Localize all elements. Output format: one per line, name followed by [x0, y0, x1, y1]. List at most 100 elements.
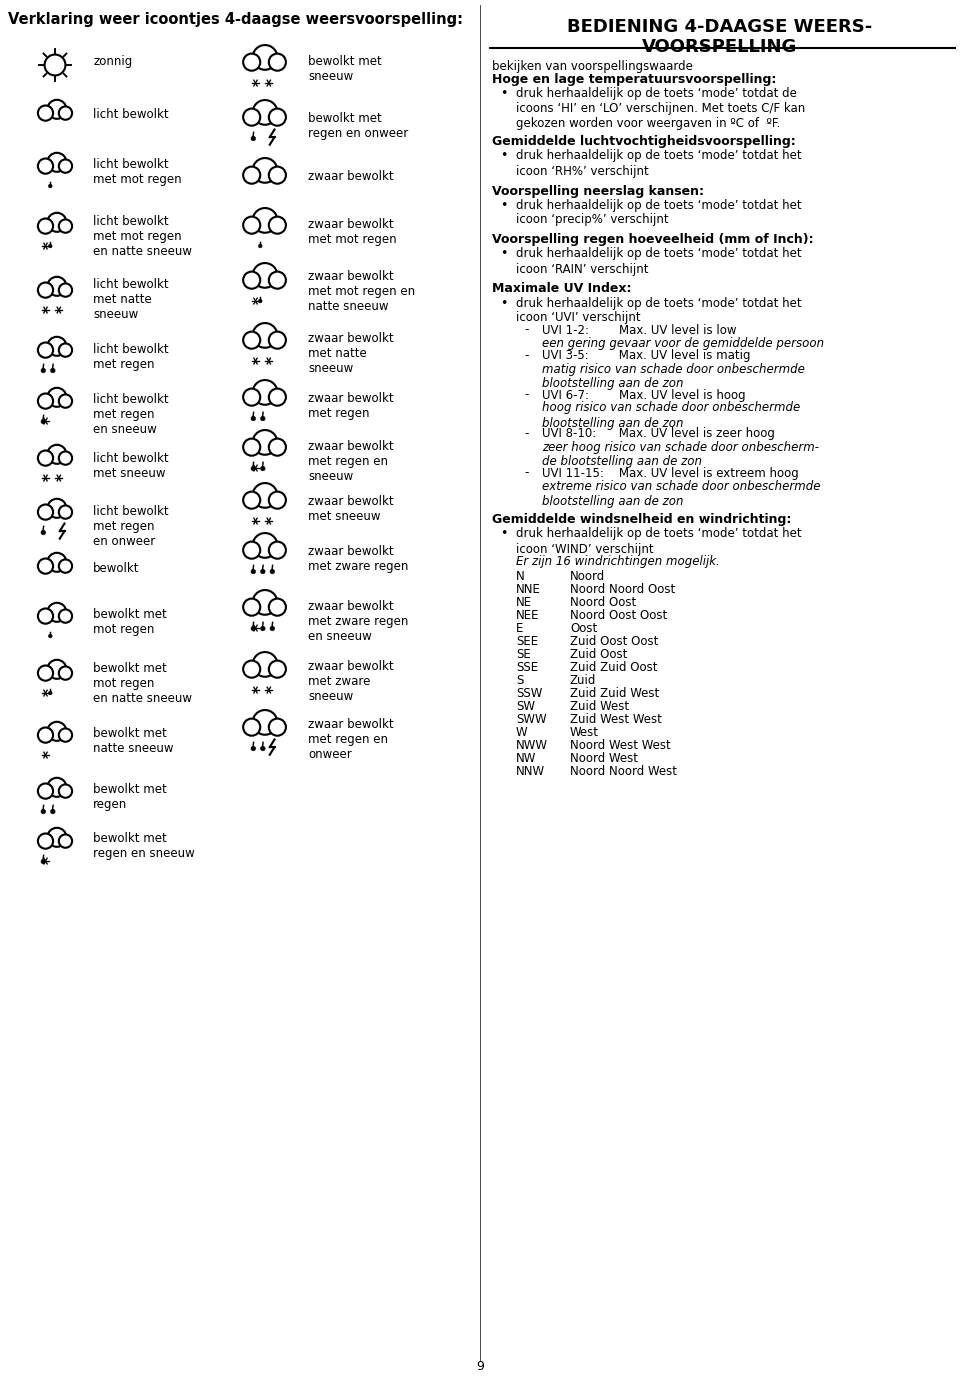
- Text: UVI 11-15:    Max. UV level is extreem hoog: UVI 11-15: Max. UV level is extreem hoog: [542, 466, 799, 480]
- Circle shape: [44, 54, 65, 75]
- Circle shape: [269, 438, 286, 456]
- Text: Maximale UV Index:: Maximale UV Index:: [492, 283, 632, 295]
- Text: zwaar bewolkt: zwaar bewolkt: [308, 171, 394, 183]
- Text: Voorspelling neerslag kansen:: Voorspelling neerslag kansen:: [492, 184, 704, 197]
- Circle shape: [37, 283, 53, 298]
- Circle shape: [47, 100, 66, 119]
- Circle shape: [47, 388, 66, 406]
- Text: licht bewolkt
met regen: licht bewolkt met regen: [93, 343, 169, 370]
- Text: Noord Oost Oost: Noord Oost Oost: [570, 609, 667, 621]
- Text: S: S: [516, 674, 523, 687]
- Text: zwaar bewolkt
met regen: zwaar bewolkt met regen: [308, 393, 394, 420]
- Circle shape: [59, 344, 72, 356]
- Circle shape: [37, 158, 53, 173]
- Text: druk herhaaldelijk op de toets ‘mode’ totdat het
icoon ‘UVI’ verschijnt: druk herhaaldelijk op de toets ‘mode’ to…: [516, 297, 802, 325]
- Circle shape: [251, 136, 255, 141]
- Text: zwaar bewolkt
met regen en
onweer: zwaar bewolkt met regen en onweer: [308, 718, 394, 761]
- Circle shape: [260, 626, 265, 631]
- Text: -: -: [524, 323, 528, 337]
- Circle shape: [37, 394, 53, 409]
- Circle shape: [252, 264, 277, 287]
- Text: bewolkt met
natte sneeuw: bewolkt met natte sneeuw: [93, 727, 174, 755]
- Circle shape: [251, 416, 255, 420]
- Text: Gemiddelde luchtvochtigheidsvoorspelling:: Gemiddelde luchtvochtigheidsvoorspelling…: [492, 136, 796, 148]
- Circle shape: [51, 809, 55, 814]
- Text: zwaar bewolkt
met zware regen: zwaar bewolkt met zware regen: [308, 545, 408, 573]
- Text: Zuid Zuid Oost: Zuid Zuid Oost: [570, 662, 658, 674]
- Text: NW: NW: [516, 752, 537, 766]
- Circle shape: [270, 626, 275, 631]
- Circle shape: [243, 54, 260, 71]
- Circle shape: [269, 660, 286, 678]
- Circle shape: [51, 368, 55, 373]
- Text: Noord Oost: Noord Oost: [570, 596, 636, 609]
- Text: licht bewolkt
met regen
en onweer: licht bewolkt met regen en onweer: [93, 505, 169, 548]
- Text: SE: SE: [516, 648, 531, 662]
- Circle shape: [252, 158, 277, 183]
- Circle shape: [269, 54, 286, 71]
- Text: VOORSPELLING: VOORSPELLING: [642, 37, 798, 55]
- Text: bewolkt met
regen en onweer: bewolkt met regen en onweer: [308, 112, 408, 140]
- Text: UVI 8-10:      Max. UV level is zeer hoog: UVI 8-10: Max. UV level is zeer hoog: [542, 427, 775, 441]
- Text: druk herhaaldelijk op de toets ‘mode’ totdat de
icoons ‘HI’ en ‘LO’ verschijnen.: druk herhaaldelijk op de toets ‘mode’ to…: [516, 87, 805, 130]
- Text: licht bewolkt
met natte
sneeuw: licht bewolkt met natte sneeuw: [93, 277, 169, 320]
- Text: Noord Noord Oost: Noord Noord Oost: [570, 583, 675, 596]
- Circle shape: [269, 108, 286, 126]
- Circle shape: [41, 809, 46, 814]
- Circle shape: [269, 331, 286, 348]
- Text: bewolkt met
sneeuw: bewolkt met sneeuw: [308, 55, 382, 83]
- Circle shape: [260, 569, 265, 574]
- Text: Er zijn 16 windrichtingen mogelijk.: Er zijn 16 windrichtingen mogelijk.: [516, 555, 720, 567]
- Circle shape: [260, 466, 265, 472]
- Text: BEDIENING 4-DAAGSE WEERS-: BEDIENING 4-DAAGSE WEERS-: [567, 18, 873, 36]
- Circle shape: [269, 541, 286, 559]
- Text: zwaar bewolkt
met zware
sneeuw: zwaar bewolkt met zware sneeuw: [308, 660, 394, 703]
- Text: NEE: NEE: [516, 609, 540, 621]
- Circle shape: [47, 499, 66, 517]
- Text: Zuid Zuid West: Zuid Zuid West: [570, 687, 660, 700]
- Text: Zuid West: Zuid West: [570, 700, 629, 713]
- Circle shape: [59, 609, 72, 623]
- Text: SWW: SWW: [516, 713, 546, 725]
- Text: licht bewolkt
met regen
en sneeuw: licht bewolkt met regen en sneeuw: [93, 393, 169, 436]
- Circle shape: [37, 343, 53, 358]
- Text: bewolkt met
regen: bewolkt met regen: [93, 784, 167, 811]
- Text: -: -: [524, 388, 528, 401]
- Text: zwaar bewolkt
met sneeuw: zwaar bewolkt met sneeuw: [308, 495, 394, 523]
- Circle shape: [243, 388, 260, 406]
- Text: -: -: [524, 466, 528, 480]
- Text: NNW: NNW: [516, 766, 545, 778]
- Text: zwaar bewolkt
met regen en
sneeuw: zwaar bewolkt met regen en sneeuw: [308, 440, 394, 483]
- Circle shape: [252, 44, 277, 69]
- Circle shape: [252, 533, 277, 558]
- Text: Noord Noord West: Noord Noord West: [570, 766, 677, 778]
- Circle shape: [243, 331, 260, 348]
- Circle shape: [47, 212, 66, 232]
- Circle shape: [59, 107, 72, 119]
- Circle shape: [59, 505, 72, 519]
- Circle shape: [270, 569, 275, 574]
- Circle shape: [243, 108, 260, 126]
- Circle shape: [59, 835, 72, 847]
- Circle shape: [47, 603, 66, 621]
- Text: Zuid: Zuid: [570, 674, 596, 687]
- Text: E: E: [516, 621, 523, 635]
- Text: N: N: [516, 570, 525, 583]
- Text: Verklaring weer icoontjes 4-daagse weersvoorspelling:: Verklaring weer icoontjes 4-daagse weers…: [8, 12, 463, 26]
- Text: licht bewolkt: licht bewolkt: [93, 108, 169, 121]
- Circle shape: [48, 244, 52, 248]
- Circle shape: [243, 438, 260, 456]
- Circle shape: [41, 368, 46, 373]
- Text: UVI 3-5:        Max. UV level is matig: UVI 3-5: Max. UV level is matig: [542, 350, 751, 362]
- Circle shape: [47, 153, 66, 172]
- Text: UVI 6-7:        Max. UV level is hoog: UVI 6-7: Max. UV level is hoog: [542, 388, 746, 401]
- Text: bewolkt: bewolkt: [93, 562, 139, 576]
- Circle shape: [37, 219, 53, 233]
- Text: extreme risico van schade door onbeschermde
blootstelling aan de zon: extreme risico van schade door onbescher…: [542, 480, 821, 508]
- Circle shape: [243, 660, 260, 678]
- Text: SSE: SSE: [516, 662, 539, 674]
- Text: •: •: [500, 87, 508, 100]
- Circle shape: [37, 451, 53, 466]
- Circle shape: [269, 599, 286, 616]
- Text: druk herhaaldelijk op de toets ‘mode’ totdat het
icoon ‘RAIN’ verschijnt: druk herhaaldelijk op de toets ‘mode’ to…: [516, 247, 802, 276]
